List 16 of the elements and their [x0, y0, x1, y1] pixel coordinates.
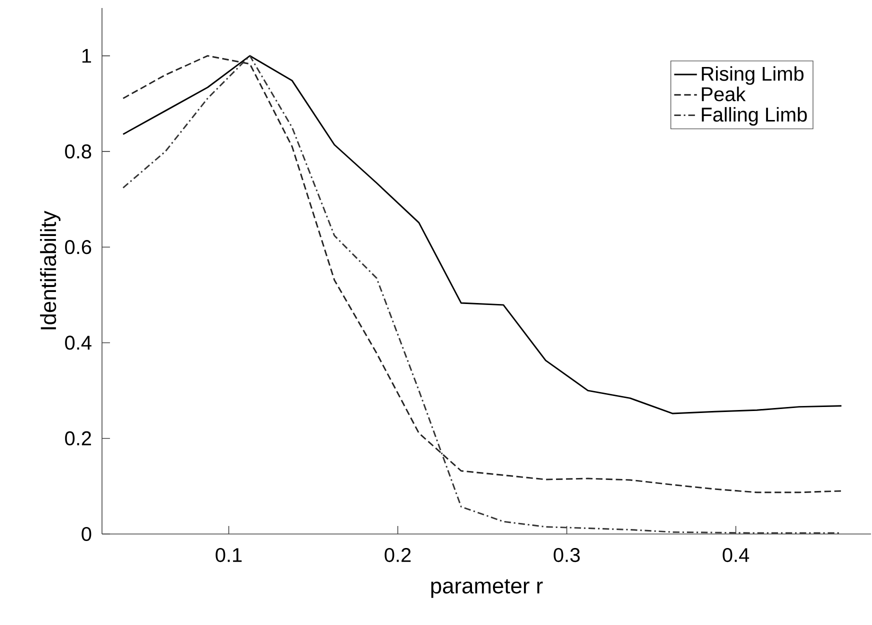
y-tick-label: 0.6: [65, 240, 92, 254]
x-tick-label: 0.1: [216, 548, 242, 562]
legend-label: Falling Limb: [702, 107, 807, 126]
x-tick-label: 0.4: [722, 548, 750, 562]
y-tick-label: 0.4: [65, 336, 92, 350]
y-tick-label: 0.8: [65, 144, 92, 158]
y-tick-label: 0.2: [65, 431, 91, 446]
y-tick-label: 0: [82, 526, 92, 542]
x-tick-label: 0.3: [554, 548, 580, 562]
x-axis-title: parameter r: [431, 579, 543, 598]
line-series: [122, 55, 842, 414]
x-tick-label: 0.2: [384, 548, 411, 562]
y-tick-label: 1: [82, 48, 92, 63]
legend-label: Peak: [702, 86, 746, 102]
legend-label: Rising Limb: [702, 66, 804, 85]
y-axis-title: Identifiability: [40, 210, 60, 330]
